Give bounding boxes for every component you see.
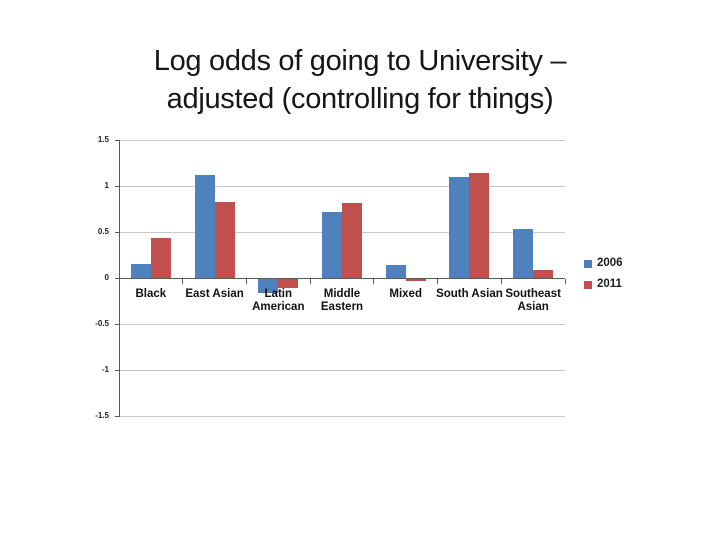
y-axis-tick xyxy=(115,231,119,233)
x-axis-category-label: South Asian xyxy=(436,288,503,300)
x-axis-tick xyxy=(437,279,439,284)
bar-2011-middle-eastern xyxy=(342,202,362,278)
y-axis-tick xyxy=(115,185,119,187)
chart-title-line1: Log odds of going to University – xyxy=(153,45,567,77)
legend-label-2011: 2011 xyxy=(597,278,622,290)
y-axis-tick-label: -0.5 xyxy=(95,319,109,328)
bar-2011-southeast-asian xyxy=(533,269,554,278)
y-axis-tick-label: -1 xyxy=(101,365,109,374)
gridline--0.5 xyxy=(119,323,565,325)
y-axis-tick xyxy=(115,415,119,417)
y-axis-tick xyxy=(115,139,119,141)
chart-title-line2: adjusted (controlling for things) xyxy=(166,83,554,115)
bar-2006-mixed xyxy=(385,265,406,278)
bar-2006-middle-eastern xyxy=(322,211,342,278)
bar-2011-black xyxy=(150,237,171,278)
y-axis-tick-label: 0.5 xyxy=(97,227,109,236)
x-axis-category-label: East Asian xyxy=(185,288,244,300)
x-axis-category-label: Middle Eastern xyxy=(320,288,364,313)
y-axis-tick xyxy=(115,369,119,371)
bar-2011-latin-american xyxy=(278,279,299,289)
x-axis-tick xyxy=(182,279,184,284)
gridline--1 xyxy=(119,369,565,371)
legend-label-2006: 2006 xyxy=(597,257,623,269)
bar-2006-east-asian xyxy=(194,174,215,278)
x-axis-tick xyxy=(500,279,502,284)
x-axis-category-label: Latin American xyxy=(252,288,305,313)
y-axis-tick xyxy=(115,323,119,325)
bar-2006-south-asian xyxy=(449,176,470,278)
y-axis-tick-label: 0 xyxy=(104,273,109,282)
y-axis-tick xyxy=(115,277,119,279)
bar-2006-black xyxy=(130,264,151,278)
bar-2006-latin-american xyxy=(258,279,279,293)
x-axis-tick xyxy=(309,279,311,284)
legend: 2006 2011 xyxy=(584,257,623,300)
y-axis-tick-label: 1 xyxy=(104,181,109,190)
bar-2011-mixed xyxy=(405,279,426,281)
bar-2011-east-asian xyxy=(214,201,235,278)
y-axis-tick-label: -1.5 xyxy=(95,411,109,420)
gridline-1.5 xyxy=(119,139,565,141)
x-axis-tick xyxy=(373,279,375,284)
x-axis-tick xyxy=(564,279,566,284)
y-axis-line xyxy=(119,140,120,417)
bar-2011-south-asian xyxy=(469,173,490,278)
y-axis-tick-label: 1.5 xyxy=(97,135,109,144)
gridline-1 xyxy=(119,185,565,187)
legend-item-2011: 2011 xyxy=(584,278,623,290)
x-axis-tick xyxy=(118,279,120,284)
x-axis-category-label: Black xyxy=(135,288,167,300)
legend-item-2006: 2006 xyxy=(584,257,623,269)
bar-2006-southeast-asian xyxy=(513,229,534,278)
legend-swatch-2006 xyxy=(584,259,592,268)
chart-title: Log odds of going to University – adjust… xyxy=(0,42,720,118)
gridline-0 xyxy=(119,277,565,279)
plot-area: 1.5 1 0.5 0 -0.5 -1 -1.5 Black East Asian Latin A… xyxy=(95,135,566,420)
gridline--1.5 xyxy=(119,415,565,417)
x-axis-category-label: Mixed xyxy=(389,288,422,300)
legend-swatch-2011 xyxy=(584,280,592,289)
x-axis-tick xyxy=(245,279,247,284)
x-axis-category-label: Southeast Asian xyxy=(505,288,561,313)
